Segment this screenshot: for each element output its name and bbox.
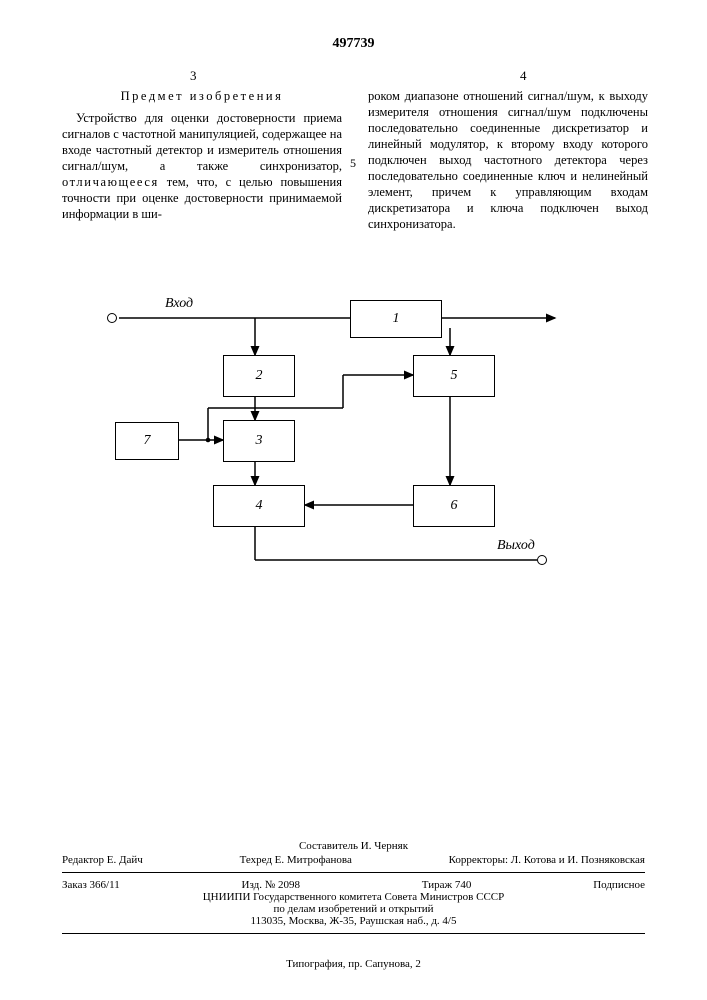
output-label: Выход <box>497 538 535 554</box>
footer-rule-2 <box>62 933 645 934</box>
left-column: Предмет изобретения Устройство для оценк… <box>62 88 342 222</box>
page-number-right: 4 <box>520 68 527 84</box>
proof-credit: Корректоры: Л. Котова и И. Позняковская <box>449 854 645 866</box>
block-7: 7 <box>115 422 179 460</box>
input-label: Вход <box>165 296 193 312</box>
block-3: 3 <box>223 420 295 462</box>
footer-rule-1 <box>62 872 645 873</box>
subscription: Подписное <box>593 879 645 891</box>
address-line: 113035, Москва, Ж-35, Раушская наб., д. … <box>62 915 645 927</box>
page-number-left: 3 <box>190 68 197 84</box>
block-2: 2 <box>223 355 295 397</box>
typography-line: Типография, пр. Сапунова, 2 <box>0 958 707 970</box>
right-paragraph: роком диапазоне отношений сигнал/шум, к … <box>368 88 648 232</box>
tirage: Тираж 740 <box>422 879 472 891</box>
block-6-label: 6 <box>451 498 458 514</box>
input-terminal-icon <box>107 313 117 323</box>
block-4-label: 4 <box>256 498 263 514</box>
izd-number: Изд. № 2098 <box>242 879 300 891</box>
block-diagram: Вход 1 2 5 7 3 4 6 Выход <box>105 300 565 590</box>
order-number: Заказ 366/11 <box>62 879 120 891</box>
block-1-label: 1 <box>393 311 400 327</box>
block-5: 5 <box>413 355 495 397</box>
document-number: 497739 <box>0 36 707 52</box>
org-line-1: ЦНИИПИ Государственного комитета Совета … <box>62 891 645 903</box>
block-5-label: 5 <box>451 368 458 384</box>
block-4: 4 <box>213 485 305 527</box>
output-terminal-icon <box>537 555 547 565</box>
margin-line-number: 5 <box>350 156 356 171</box>
claims-heading: Предмет изобретения <box>62 88 342 104</box>
editor-credit: Редактор Е. Дайч <box>62 854 143 866</box>
techred-credit: Техред Е. Митрофанова <box>240 854 352 866</box>
block-6: 6 <box>413 485 495 527</box>
right-column: роком диапазоне отношений сигнал/шум, к … <box>368 88 648 232</box>
block-2-label: 2 <box>256 368 263 384</box>
imprint-footer: Составитель И. Черняк Редактор Е. Дайч Т… <box>62 840 645 940</box>
compiler-credit: Составитель И. Черняк <box>62 840 645 852</box>
left-paragraph: Устройство для оценки достоверности прие… <box>62 110 342 222</box>
block-3-label: 3 <box>256 433 263 449</box>
block-7-label: 7 <box>144 433 151 449</box>
block-1: 1 <box>350 300 442 338</box>
org-line-2: по делам изобретений и открытий <box>62 903 645 915</box>
